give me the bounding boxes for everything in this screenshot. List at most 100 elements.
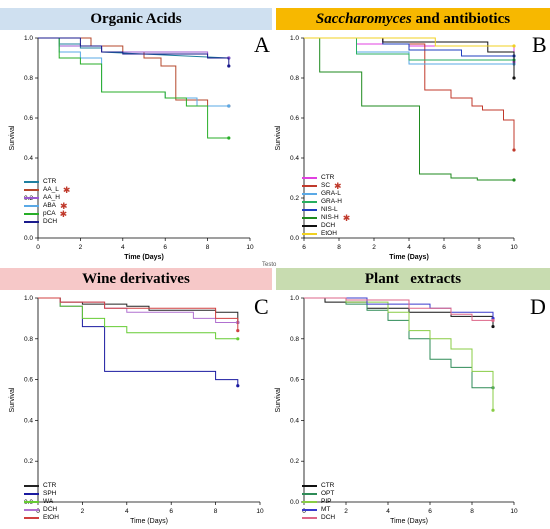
- x-tick-label: 10: [246, 244, 254, 251]
- legend-label: PIP: [321, 498, 332, 505]
- legend-label: GRA-L: [321, 190, 341, 197]
- series-line-nis-h: [304, 37, 514, 181]
- series-line-opt: [304, 297, 493, 389]
- series-end-point: [236, 329, 240, 333]
- legend-swatch: [302, 509, 317, 511]
- y-tick-label: 1.0: [24, 35, 33, 42]
- x-axis-label: Time (Days): [130, 518, 168, 525]
- x-tick-label: 4: [125, 508, 129, 515]
- legend-saccharomyces-antibiotics: CTR SC ✱ GRA-L GRA-H NIS-L NIS-H ✱ DCH EtOH: [302, 174, 350, 238]
- panel-a-title: Organic Acids: [0, 8, 272, 30]
- y-tick-label: 0.8: [290, 336, 299, 343]
- x-tick-label: 2: [344, 508, 348, 515]
- legend-swatch: [24, 205, 39, 207]
- legend-label: WA: [43, 498, 54, 505]
- y-axis-label: Survival: [9, 387, 16, 412]
- legend-label: EtOH: [321, 230, 337, 237]
- legend-label: DCH: [321, 222, 336, 229]
- series-line-dch: [304, 297, 493, 321]
- panel-b-title-rest: and antibiotics: [415, 10, 511, 27]
- x-tick-label: 10: [510, 508, 518, 515]
- legend-item: NIS-L: [302, 206, 350, 214]
- y-tick-label: 1.0: [290, 295, 299, 302]
- legend-item: WA: [24, 498, 59, 506]
- series-line-ctr: [38, 37, 229, 59]
- x-tick-label: 6: [169, 508, 173, 515]
- x-axis-label: Time (Days): [390, 518, 428, 525]
- significance-star-icon: ✱: [62, 185, 71, 195]
- legend-swatch: [24, 517, 39, 519]
- x-tick-label: 8: [206, 244, 210, 251]
- legend-label: pCA: [43, 210, 56, 217]
- legend-label: SPH: [43, 490, 57, 497]
- y-tick-label: 0.0: [290, 235, 299, 242]
- x-tick-label: 2: [372, 244, 376, 251]
- panel-c-title: Wine derivatives: [0, 268, 272, 290]
- series-line-dch: [38, 37, 230, 66]
- x-tick-label: 8: [477, 244, 481, 251]
- legend-item: CTR: [302, 482, 335, 490]
- series-end-point: [227, 136, 231, 140]
- legend-item: EtOH: [24, 514, 59, 522]
- legend-swatch: [24, 493, 39, 495]
- y-tick-label: 1.0: [24, 295, 33, 302]
- series-end-point: [236, 337, 240, 341]
- series-line-aa-h: [38, 37, 229, 59]
- legend-swatch: [24, 197, 39, 199]
- legend-item: NIS-H ✱: [302, 214, 350, 223]
- legend-swatch: [302, 485, 317, 487]
- legend-label: OPT: [321, 490, 335, 497]
- significance-star-icon: ✱: [334, 181, 342, 191]
- legend-item: GRA-L: [302, 190, 350, 198]
- legend-swatch: [24, 509, 39, 511]
- legend-item: GRA-H: [302, 198, 350, 206]
- x-tick-label: 6: [163, 244, 167, 251]
- legend-label: DCH: [43, 506, 58, 513]
- series-end-point: [491, 324, 495, 329]
- y-tick-label: 0.2: [290, 458, 299, 465]
- legend-label: AA_H: [43, 194, 60, 201]
- series-line-pip: [304, 297, 494, 411]
- x-tick-label: 8: [470, 508, 474, 515]
- stray-label: Testo: [262, 262, 277, 268]
- x-axis-label: Time (Days): [124, 254, 164, 261]
- legend-item: DCH: [24, 506, 59, 514]
- y-tick-label: 0.0: [290, 499, 299, 506]
- legend-label: MT: [321, 506, 331, 513]
- y-tick-label: 0.8: [24, 336, 33, 343]
- legend-swatch: [302, 217, 317, 219]
- legend-item: DCH: [302, 222, 350, 230]
- y-tick-label: 0.4: [290, 417, 299, 424]
- y-tick-label: 0.2: [290, 195, 299, 202]
- legend-item: pCA ✱: [24, 210, 70, 219]
- legend-label: GRA-H: [321, 198, 342, 205]
- x-tick-label: 4: [407, 244, 411, 251]
- legend-label: DCH: [43, 218, 58, 225]
- legend-swatch: [302, 201, 317, 203]
- legend-label: SC: [321, 182, 331, 189]
- legend-item: ABA ✱: [24, 202, 70, 211]
- panel-letter-a: A: [254, 32, 270, 57]
- panel-b-title-italic: Saccharomyces: [315, 10, 412, 27]
- x-tick-label: 6: [428, 508, 432, 515]
- legend-swatch: [24, 221, 39, 223]
- panel-letter-d: D: [530, 294, 546, 319]
- legend-swatch: [302, 177, 317, 179]
- legend-swatch: [24, 213, 39, 215]
- series-line-sph: [38, 297, 239, 386]
- legend-swatch: [302, 517, 317, 519]
- y-axis-label: Survival: [9, 125, 16, 150]
- legend-label: ABA: [43, 202, 57, 209]
- legend-item: PIP: [302, 498, 335, 506]
- x-tick-label: 6: [442, 244, 446, 251]
- legend-swatch: [24, 189, 39, 191]
- legend-item: SPH: [24, 490, 59, 498]
- legend-item: OPT: [302, 490, 335, 498]
- panel-d-title-text: Plant extracts: [364, 270, 462, 287]
- y-tick-label: 0.6: [24, 115, 33, 122]
- legend-plant-extracts: CTR OPT PIP MT DCH: [302, 482, 335, 522]
- chart-plant-extracts: 0.0 0.2 0.4 0.6 0.8 1.0 0 2 4 6 8 10 Time (Days) Surv…: [275, 295, 518, 525]
- x-tick-label: 0: [36, 508, 40, 515]
- legend-swatch: [302, 493, 317, 495]
